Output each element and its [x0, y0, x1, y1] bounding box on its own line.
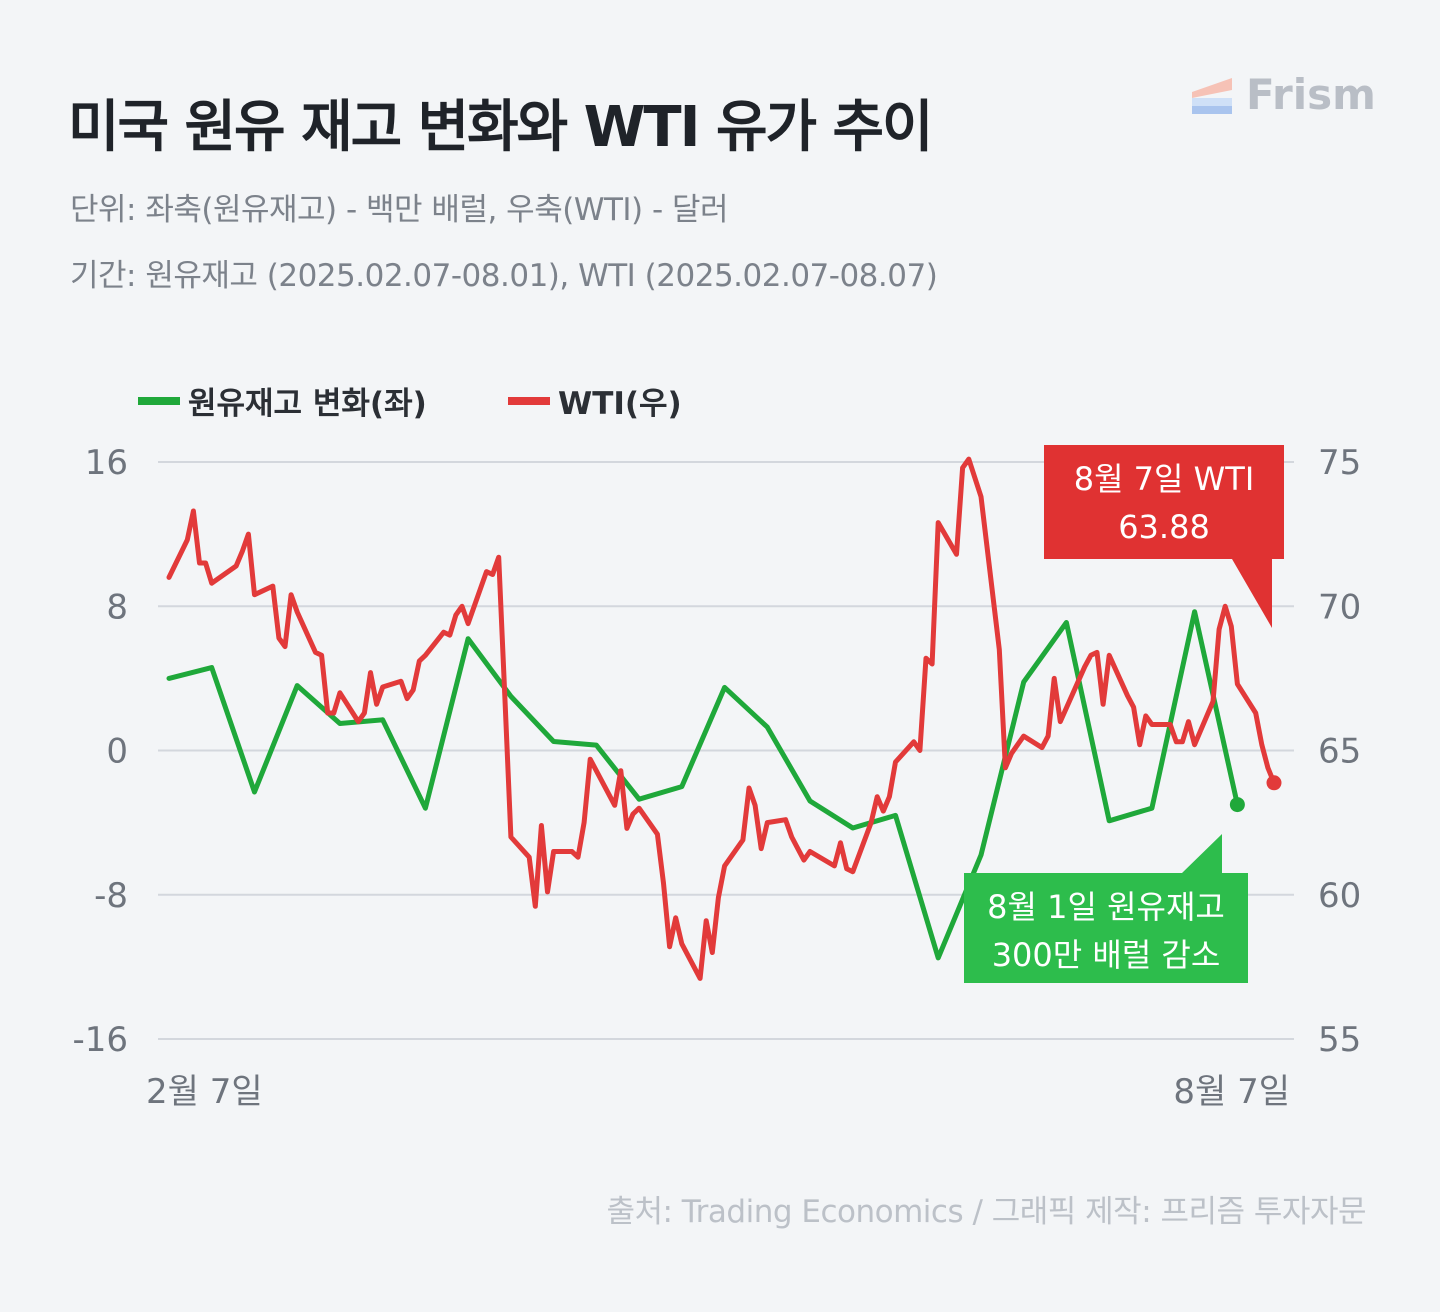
legend-swatch-inventory [138, 397, 180, 405]
legend-label-wti: WTI(우) [558, 386, 682, 422]
source-credit: 출처: Trading Economics / 그래픽 제작: 프리즘 투자자문 [606, 1194, 1366, 1230]
wti-callout-line2: 63.88 [1118, 508, 1210, 546]
brand-logo: Frism [1192, 70, 1376, 119]
right-tick-label: 55 [1318, 1020, 1361, 1060]
inventory-line [166, 609, 1240, 961]
left-tick-label: 8 [106, 587, 128, 627]
left-tick-label: -16 [72, 1020, 128, 1060]
wti-callout-line1: 8월 7일 WTI [1074, 460, 1255, 498]
legend-swatch-wti [508, 397, 550, 405]
legend-label-inventory: 원유재고 변화(좌) [188, 386, 427, 422]
right-tick-label: 75 [1318, 443, 1361, 483]
inventory-endpoint [1229, 797, 1245, 813]
right-tick-label: 65 [1318, 732, 1361, 772]
unit-subtitle: 단위: 좌축(원유재고) - 백만 배럴, 우축(WTI) - 달러 [70, 192, 729, 228]
left-tick-label: -8 [94, 876, 128, 916]
wti-line [166, 456, 1277, 981]
left-tick-label: 0 [106, 732, 128, 772]
inventory-callout-line1: 8월 1일 원유재고 [987, 888, 1225, 926]
right-tick-label: 60 [1318, 876, 1361, 916]
logo-text: Frism [1246, 70, 1376, 119]
wti-callout-box [1044, 445, 1284, 628]
inventory-callout-box [964, 834, 1248, 983]
page-title: 미국 원유 재고 변화와 WTI 유가 추이 [68, 95, 934, 160]
frism-logo-icon [1192, 77, 1232, 114]
left-tick-label: 16 [85, 443, 128, 483]
period-subtitle: 기간: 원유재고 (2025.02.07-08.01), WTI (2025.0… [70, 258, 938, 294]
x-end-label: 8월 7일 [1173, 1072, 1290, 1112]
right-tick-label: 70 [1318, 587, 1361, 627]
wti-endpoint [1266, 775, 1282, 791]
inventory-callout-line2: 300만 배럴 감소 [992, 936, 1221, 974]
x-start-label: 2월 7일 [146, 1072, 263, 1112]
